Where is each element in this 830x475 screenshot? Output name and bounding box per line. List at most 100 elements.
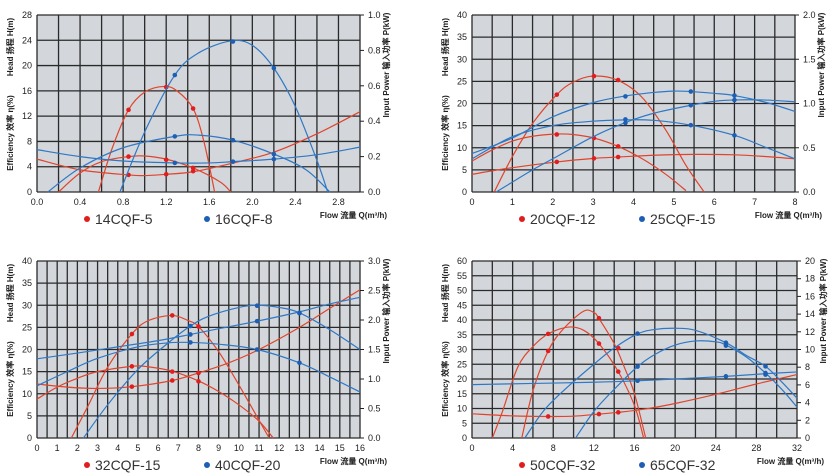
data-point-65CQF-32 [763, 364, 768, 369]
data-point-25CQF-15 [688, 89, 694, 94]
data-point-32CQF-15 [196, 324, 201, 329]
legend-label: 40CQF-20 [215, 457, 281, 473]
y2-tick-label: 2.0 [368, 315, 381, 325]
data-point-40CQF-20 [254, 318, 260, 324]
data-point-50CQF-32 [615, 410, 621, 415]
data-point-32CQF-15 [129, 331, 135, 337]
data-point-65CQF-32 [723, 343, 729, 348]
x-tick-label: 16 [355, 443, 365, 453]
data-point-40CQF-20 [188, 332, 193, 337]
data-point-14CQF-5 [190, 106, 196, 111]
x-tick-label: 12 [274, 443, 284, 453]
y2-tick-label: 16 [805, 291, 815, 301]
x-tick-label: 2.8 [332, 197, 345, 207]
x-tick-label: 20 [670, 443, 680, 453]
y2-tick-label: 0 [805, 433, 810, 443]
data-point-16CQF-8 [230, 137, 236, 143]
y-tick-label: 20 [457, 99, 467, 109]
legend-marker-16CQF-8 [204, 216, 210, 222]
x-tick-label: 2 [75, 443, 80, 453]
grid [36, 14, 361, 193]
y2-tick-label: 1.0 [368, 374, 381, 384]
data-point-14CQF-5 [190, 165, 196, 171]
y-tick-label: 35 [457, 32, 467, 42]
y-tick-label: 5 [27, 411, 32, 421]
legend-label: 50CQF-32 [530, 457, 596, 473]
x-tick-label: 1 [55, 443, 60, 453]
y-tick-label: 50 [457, 286, 467, 296]
data-point-32CQF-15 [169, 378, 175, 383]
data-point-25CQF-15 [623, 94, 628, 99]
y2-tick-label: 12 [805, 327, 815, 337]
x-tick-label: 1 [510, 197, 515, 207]
data-point-25CQF-15 [732, 133, 737, 138]
x-tick-label: 4 [510, 443, 515, 453]
y-tick-label: 30 [457, 345, 467, 355]
x-axis-label-flow: Flow 流量 Q(m³/h) [757, 456, 824, 466]
x-tick-label: 2.4 [289, 197, 302, 207]
y-tick-label: 40 [22, 256, 32, 266]
data-point-50CQF-32 [615, 345, 621, 351]
y-tick-label: 12 [22, 111, 32, 121]
legend: 50CQF-32 65CQF-32 [519, 457, 716, 473]
legend-label: 14CQF-5 [95, 211, 153, 227]
y-tick-label: 60 [457, 256, 467, 266]
y2-tick-label: 0.5 [368, 404, 381, 414]
data-point-16CQF-8 [271, 65, 277, 71]
x-tick-label: 4 [631, 197, 636, 207]
data-point-50CQF-32 [545, 414, 551, 419]
data-point-32CQF-15 [169, 313, 175, 318]
x-tick-label: 0 [469, 197, 474, 207]
curve-65CQF-32 [471, 371, 798, 386]
grid [471, 260, 798, 439]
data-point-14CQF-5 [190, 168, 196, 174]
legend-label: 16CQF-8 [215, 211, 273, 227]
data-point-32CQF-15 [196, 370, 201, 376]
legend-label: 20CQF-12 [530, 211, 596, 227]
x-tick-label: 0 [34, 443, 39, 453]
chart-2: 0 5 10 15 20 25 30 35 40 0.0 0.5 1.0 1.5 2.0 0 1 2 3 4 5 6 7 8… [440, 10, 826, 227]
data-point-20CQF-12 [554, 92, 560, 97]
data-point-25CQF-15 [688, 122, 694, 128]
legend-label: 25CQF-15 [650, 211, 716, 227]
legend: 20CQF-12 25CQF-15 [519, 211, 716, 227]
data-point-40CQF-20 [297, 310, 302, 316]
y-tick-label: 4 [27, 162, 32, 172]
x-tick-label: 1.2 [160, 197, 173, 207]
x-tick-label: 0 [469, 443, 474, 453]
y-tick-label: 20 [457, 374, 467, 384]
y2-axis-label-power: Input Power 输入功率 P(kW) [381, 12, 391, 117]
data-point-32CQF-15 [129, 384, 135, 389]
legend: 32CQF-15 40CQF-20 [84, 457, 281, 473]
y-tick-label: 15 [457, 121, 467, 131]
data-point-20CQF-12 [591, 73, 597, 79]
data-point-50CQF-32 [596, 315, 602, 321]
y2-axis-label-power: Input Power 输入功率 P(kW) [818, 258, 828, 363]
y-tick-label: 25 [457, 76, 467, 86]
y2-tick-label: 20 [805, 256, 815, 266]
curve-25CQF-15 [471, 90, 796, 155]
curve-32CQF-15 [36, 365, 274, 439]
y2-tick-label: 14 [805, 309, 815, 319]
y2-tick-label: 0.0 [803, 187, 816, 197]
data-point-16CQF-8 [230, 159, 236, 164]
curve-20CQF-12 [471, 153, 796, 175]
x-tick-label: 6 [156, 443, 161, 453]
chart-1: 0 4 8 12 16 20 24 28 0.0 0.2 0.4 0.6 0.8 1.0 0.0 0.4 0.8… [5, 10, 391, 227]
x-tick-label: 8 [792, 197, 797, 207]
data-point-40CQF-20 [188, 323, 193, 329]
data-point-50CQF-32 [545, 331, 551, 337]
x-tick-label: 2.0 [246, 197, 259, 207]
y2-tick-label: 1.5 [368, 345, 381, 355]
y-tick-label: 25 [22, 322, 32, 332]
y-tick-label: 20 [22, 61, 32, 71]
curve-16CQF-8 [119, 39, 329, 193]
y-axis-label-efficiency: Efficiency 效率 η(%) [5, 341, 15, 417]
y-axis-label-head: Head 扬程 H(m) [5, 264, 15, 323]
legend-label: 32CQF-15 [95, 457, 161, 473]
x-tick-label: 0.8 [117, 197, 130, 207]
y-tick-label: 10 [22, 389, 32, 399]
grid [471, 14, 796, 193]
y-tick-label: 10 [457, 404, 467, 414]
